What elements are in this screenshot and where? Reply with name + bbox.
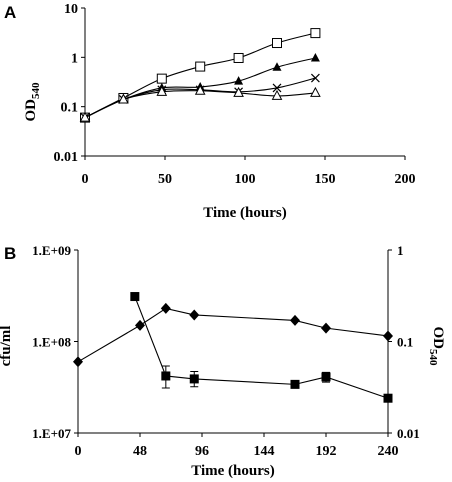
panel-a-data-point [233, 86, 244, 97]
panel-a-y-tick-label: 0.1 [61, 101, 79, 116]
panel-a-x-tick-label: 100 [235, 172, 256, 187]
panel-a-chart: A 0 50 100 150 200 0.01 0.1 1 10 Time (hours) OD… [4, 2, 416, 221]
panel-b-data-point [290, 314, 300, 326]
panel-a-x-axis-label: Time (hours) [203, 205, 286, 221]
svg-text:OD540: OD540 [427, 327, 446, 367]
panel-a-data-point [233, 52, 244, 63]
panel-a-y-axis-label-sub: 540 [30, 82, 42, 99]
panel-a-data-point [271, 89, 283, 100]
panel-b-series-line-1 [77, 307, 389, 363]
panel-b-left-y-axis-label: cfu/ml [0, 326, 14, 367]
panel-a-y-tick-label: 0.01 [54, 150, 79, 165]
panel-a-data-point [195, 61, 206, 72]
panel-a-data-point [156, 73, 167, 84]
panel-a-data-point [118, 93, 129, 104]
panel-b-left-y-tick-label: 1.E+09 [32, 243, 71, 258]
panel-b-right-y-tick-label: 1 [397, 243, 404, 258]
panel-a-data-point [156, 85, 168, 96]
panel-a-data-point [272, 83, 282, 93]
panel-a-data-point [272, 38, 282, 49]
panel-b-plot-area: 0 48 96 144 192 240 1.E+07 1.E+08 1.E+09 0.01 0.1 1 [32, 243, 420, 459]
panel-b-x-tick-label: 192 [316, 444, 337, 459]
panel-a-data-point [310, 73, 320, 83]
panel-a-y-tick-label: 10 [64, 2, 78, 17]
panel-b-right-y-axis-label-main: OD [430, 327, 446, 350]
panel-b-x-tick-label: 96 [195, 444, 209, 459]
panel-b-x-tick-label: 144 [254, 444, 275, 459]
panel-b-data-point [383, 330, 393, 342]
panel-b-right-y-axis-label-sub: 540 [427, 349, 439, 366]
panel-b-data-point [321, 372, 331, 382]
panel-b-data-point [189, 309, 200, 321]
panel-a-x-tick-label: 0 [82, 172, 89, 187]
panel-b-data-point [189, 374, 199, 384]
panel-b-data-point [135, 319, 145, 331]
panel-a-x-tick-label: 50 [158, 172, 172, 187]
panel-a-y-axis-label: OD540 [23, 82, 42, 122]
panel-b-data-point [161, 371, 171, 381]
panel-a-data-point [310, 86, 321, 97]
panel-b-series-line-2 [134, 296, 389, 399]
panel-a-x-tick-label: 200 [395, 172, 416, 187]
panel-b-x-tick-label: 0 [75, 444, 82, 459]
panel-a-plot-area: 0 50 100 150 200 0.01 0.1 1 10 [54, 2, 416, 187]
panel-a-data-point [310, 28, 321, 39]
panel-a-data-point [272, 62, 282, 71]
panel-b-right-y-axis-label: OD540 [427, 327, 446, 367]
panel-b-data-point [160, 302, 171, 314]
panel-a-data-point [79, 111, 91, 122]
panel-b-x-axis-label: Time (hours) [191, 463, 274, 479]
panel-a-y-tick-label: 1 [71, 51, 78, 66]
panel-b-right-y-tick-label: 0.1 [397, 335, 413, 350]
panel-a-data-point [234, 76, 244, 85]
panel-a-y-axis-label-main: OD [23, 99, 39, 122]
panel-a-data-point [194, 84, 206, 95]
panel-b-left-y-tick-label: 1.E+08 [32, 335, 71, 350]
panel-a-data-point [310, 52, 320, 62]
panel-b-x-tick-label: 48 [133, 444, 147, 459]
panel-b-data-point [383, 393, 393, 403]
panel-b-data-point [130, 292, 140, 302]
panel-b-chart: B 0 48 96 144 192 240 1.E+07 1.E+08 1.E+09 0.01 0.… [0, 243, 446, 479]
panel-b-right-y-tick-label: 0.01 [397, 426, 420, 441]
panel-b-label: B [4, 244, 16, 263]
panel-a-x-tick-label: 150 [315, 172, 336, 187]
panel-b-x-tick-label: 240 [378, 444, 399, 459]
panel-b-data-point [73, 356, 83, 368]
svg-text:OD540: OD540 [23, 82, 42, 122]
panel-b-data-point [321, 322, 331, 334]
panel-a-label: A [4, 3, 16, 22]
panel-b-data-point [290, 379, 300, 389]
panel-b-left-y-tick-label: 1.E+07 [32, 426, 71, 441]
